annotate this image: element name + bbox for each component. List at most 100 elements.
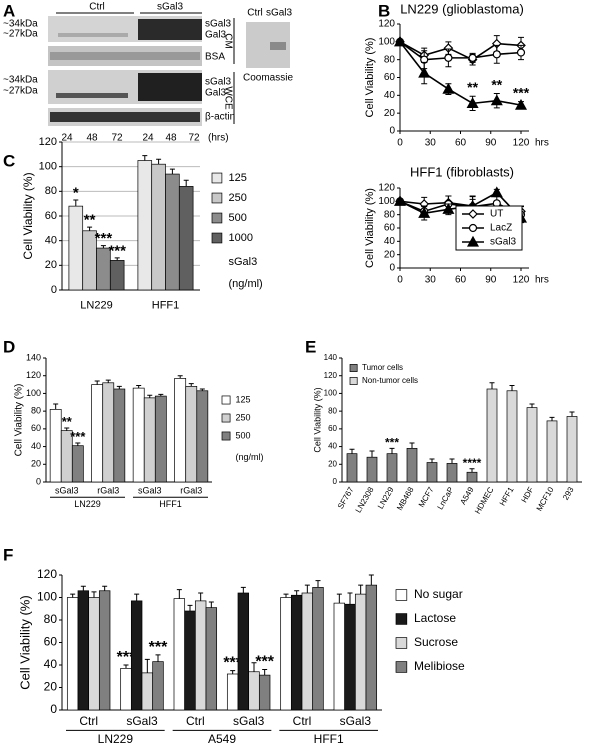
time-label: 72	[111, 133, 123, 144]
error-bar	[114, 257, 120, 261]
y-tick-label: 20	[44, 680, 58, 694]
legend-label: 1000	[229, 232, 253, 244]
y-tick-label: 20	[384, 108, 396, 119]
y-tick-label: 140	[324, 353, 338, 362]
bar	[154, 395, 167, 483]
bar	[137, 160, 153, 291]
x-tick-label: LN229	[80, 299, 112, 311]
panel-letter: C	[3, 151, 15, 170]
bar	[185, 385, 198, 483]
chart: B LN229 (glioblastoma) Cell Viability (%) 0…	[364, 1, 549, 148]
x-tick-label: 30	[425, 275, 437, 286]
bar	[546, 420, 558, 483]
error-bar	[315, 580, 321, 588]
marker	[490, 94, 503, 106]
y-tick-label: 60	[45, 210, 57, 222]
y-tick-label: 120	[37, 567, 57, 581]
marker	[442, 82, 455, 94]
y-tick-label: 40	[384, 236, 396, 247]
error-bar	[240, 586, 246, 593]
marker	[393, 35, 407, 47]
y-axis-label: Cell Viability (%)	[21, 172, 35, 259]
y-tick-label: 0	[36, 476, 41, 486]
bar	[66, 597, 79, 711]
bar	[346, 453, 358, 483]
marker	[466, 235, 480, 247]
error-bar	[349, 448, 355, 454]
panel-letter: A	[3, 1, 15, 20]
y-tick-label: 0	[50, 702, 57, 716]
bar	[248, 671, 260, 711]
error-bar	[368, 574, 374, 586]
error-bar	[183, 179, 189, 187]
legend-label: Tumor cells	[362, 363, 403, 372]
error-bar	[208, 601, 214, 608]
band	[50, 112, 200, 122]
legend-label: 500	[236, 430, 251, 440]
error-bar	[389, 447, 395, 454]
bar	[141, 672, 154, 711]
legend-swatch	[211, 192, 223, 204]
series-line	[399, 41, 522, 61]
bar	[71, 445, 84, 483]
legend-swatch	[211, 212, 223, 224]
bar	[113, 388, 126, 483]
gel-caption: Coomassie	[243, 73, 293, 84]
x-tick-label: HDF	[520, 485, 536, 504]
marker	[514, 98, 528, 110]
bar	[237, 592, 250, 711]
x-tick-label: 120	[513, 275, 530, 286]
error-bar	[102, 585, 108, 591]
error-bar	[176, 589, 182, 599]
legend-label: sGal3	[490, 237, 517, 248]
x-tick-label: 90	[485, 275, 497, 286]
marker	[492, 50, 501, 59]
x-tick-label: rGal3	[180, 485, 202, 495]
bar	[173, 598, 186, 711]
marker	[466, 97, 479, 108]
bar	[184, 610, 196, 711]
x-tick-label: 60	[455, 138, 467, 149]
error-bar	[294, 590, 300, 596]
bar	[120, 668, 132, 711]
error-bar	[158, 393, 164, 397]
x-tick-label: HDMEC	[473, 485, 496, 515]
time-label: 72	[188, 133, 200, 144]
annotation: ***	[149, 639, 168, 656]
band-label: sGal3	[205, 77, 232, 88]
bar	[406, 447, 418, 483]
annotation: **	[467, 79, 478, 95]
annotation: **	[62, 414, 73, 429]
annotation: ***	[95, 230, 113, 247]
bar	[174, 378, 187, 483]
band-label: Gal3	[205, 30, 227, 41]
y-tick-label: 140	[26, 352, 41, 362]
group-label: HFF1	[314, 732, 344, 746]
group-label: A549	[208, 732, 236, 746]
y-tick-label: 20	[384, 249, 396, 260]
legend-swatch	[221, 413, 231, 423]
band	[270, 42, 286, 50]
x-tick-label: 0	[397, 138, 403, 149]
bar	[88, 597, 100, 711]
legend-label: Non-tumor cells	[362, 376, 418, 385]
error-bar	[155, 654, 161, 662]
error-bar	[549, 416, 555, 421]
time-label: 24	[61, 133, 73, 144]
error-bar	[336, 593, 342, 604]
band	[138, 73, 202, 101]
panel-letter: D	[3, 337, 15, 356]
legend-swatch	[395, 589, 408, 601]
lane-header: Ctrl	[247, 8, 263, 19]
bar	[366, 456, 378, 483]
error-bar	[369, 450, 375, 458]
bar	[258, 674, 271, 711]
band	[58, 33, 128, 37]
x-tick-label: LnCaP	[436, 486, 456, 512]
error-bar	[409, 442, 415, 449]
x-tick-label: SF767	[336, 485, 356, 510]
y-axis-label: Cell Viability (%)	[364, 38, 376, 118]
y-tick-label: 100	[37, 590, 57, 604]
legend-swatch	[395, 637, 408, 649]
